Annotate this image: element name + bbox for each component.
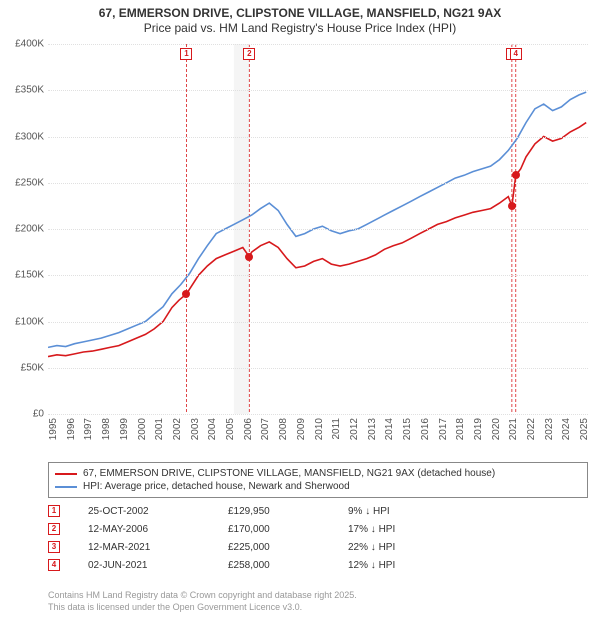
title-subtitle: Price paid vs. HM Land Registry's House … xyxy=(10,21,590,35)
legend-swatch-property xyxy=(55,473,77,475)
transaction-price: £225,000 xyxy=(228,542,348,553)
x-tick-label: 2005 xyxy=(225,418,236,440)
y-tick-label: £300K xyxy=(15,131,44,142)
gridline xyxy=(48,183,588,184)
marker-box-2: 2 xyxy=(243,48,255,60)
transaction-row: 2 12-MAY-2006£170,00017% ↓ HPI xyxy=(48,520,588,538)
y-tick-label: £350K xyxy=(15,85,44,96)
series-hpi xyxy=(48,92,586,347)
gridline xyxy=(48,229,588,230)
x-tick-label: 1995 xyxy=(48,418,59,440)
x-tick-label: 2010 xyxy=(314,418,325,440)
transaction-row: 4 02-JUN-2021£258,00012% ↓ HPI xyxy=(48,556,588,574)
x-tick-label: 2008 xyxy=(278,418,289,440)
transaction-marker: 3 xyxy=(48,541,60,553)
y-tick-label: £150K xyxy=(15,270,44,281)
x-tick-label: 2018 xyxy=(455,418,466,440)
transactions-table: 1 25-OCT-2002£129,9509% ↓ HPI 2 12-MAY-2006… xyxy=(48,502,588,574)
marker-box-4: 4 xyxy=(510,48,522,60)
x-axis: 1995 1996 1997 1998 1999 2000 2001 2002 2003 2004… xyxy=(48,414,588,464)
title-block: 67, EMMERSON DRIVE, CLIPSTONE VILLAGE, M… xyxy=(0,0,600,37)
legend: 67, EMMERSON DRIVE, CLIPSTONE VILLAGE, M… xyxy=(48,462,588,498)
transaction-price: £129,950 xyxy=(228,506,348,517)
y-tick-label: £100K xyxy=(15,316,44,327)
y-axis: £0£50K£100K£150K£200K£250K£300K£350K£400… xyxy=(0,44,48,414)
x-tick-label: 2001 xyxy=(154,418,165,440)
marker-dot-2 xyxy=(245,253,253,261)
marker-dot-3 xyxy=(508,202,516,210)
transaction-price: £170,000 xyxy=(228,524,348,535)
attribution: Contains HM Land Registry data © Crown c… xyxy=(48,590,357,613)
transaction-row: 3 12-MAR-2021£225,00022% ↓ HPI xyxy=(48,538,588,556)
x-tick-label: 2000 xyxy=(137,418,148,440)
y-tick-label: £400K xyxy=(15,39,44,50)
x-tick-label: 2009 xyxy=(296,418,307,440)
transaction-date: 02-JUN-2021 xyxy=(88,560,228,571)
x-tick-label: 2014 xyxy=(384,418,395,440)
y-tick-label: £0 xyxy=(33,409,44,420)
gridline xyxy=(48,322,588,323)
transaction-row: 1 25-OCT-2002£129,9509% ↓ HPI xyxy=(48,502,588,520)
x-tick-label: 2015 xyxy=(402,418,413,440)
attribution-line1: Contains HM Land Registry data © Crown c… xyxy=(48,590,357,602)
marker-dot-1 xyxy=(182,290,190,298)
x-tick-label: 2025 xyxy=(579,418,590,440)
legend-label-hpi: HPI: Average price, detached house, Newa… xyxy=(83,481,350,492)
marker-box-1: 1 xyxy=(180,48,192,60)
x-tick-label: 2006 xyxy=(243,418,254,440)
transaction-price: £258,000 xyxy=(228,560,348,571)
x-tick-label: 2003 xyxy=(190,418,201,440)
x-tick-label: 2017 xyxy=(438,418,449,440)
x-tick-label: 2016 xyxy=(420,418,431,440)
transaction-diff: 17% ↓ HPI xyxy=(348,524,588,535)
transaction-date: 12-MAY-2006 xyxy=(88,524,228,535)
title-address: 67, EMMERSON DRIVE, CLIPSTONE VILLAGE, M… xyxy=(10,6,590,20)
transaction-date: 25-OCT-2002 xyxy=(88,506,228,517)
gridline xyxy=(48,137,588,138)
x-tick-label: 2019 xyxy=(473,418,484,440)
x-tick-label: 1999 xyxy=(119,418,130,440)
x-tick-label: 2011 xyxy=(331,418,342,440)
gridline xyxy=(48,90,588,91)
x-tick-label: 2021 xyxy=(508,418,519,440)
x-tick-label: 1996 xyxy=(66,418,77,440)
transaction-diff: 9% ↓ HPI xyxy=(348,506,588,517)
gridline xyxy=(48,44,588,45)
gridline xyxy=(48,275,588,276)
x-tick-label: 2002 xyxy=(172,418,183,440)
x-tick-label: 2012 xyxy=(349,418,360,440)
x-tick-label: 2024 xyxy=(561,418,572,440)
transaction-date: 12-MAR-2021 xyxy=(88,542,228,553)
x-tick-label: 1997 xyxy=(83,418,94,440)
x-tick-label: 2013 xyxy=(367,418,378,440)
plot-area: 1234 xyxy=(48,44,588,414)
legend-row-property: 67, EMMERSON DRIVE, CLIPSTONE VILLAGE, M… xyxy=(55,467,581,480)
chart-container: 67, EMMERSON DRIVE, CLIPSTONE VILLAGE, M… xyxy=(0,0,600,620)
attribution-line2: This data is licensed under the Open Gov… xyxy=(48,602,357,614)
transaction-marker: 2 xyxy=(48,523,60,535)
x-tick-label: 2007 xyxy=(260,418,271,440)
transaction-diff: 22% ↓ HPI xyxy=(348,542,588,553)
x-tick-label: 1998 xyxy=(101,418,112,440)
y-tick-label: £50K xyxy=(21,362,44,373)
marker-dot-4 xyxy=(512,171,520,179)
y-tick-label: £200K xyxy=(15,224,44,235)
legend-row-hpi: HPI: Average price, detached house, Newa… xyxy=(55,480,581,493)
transaction-marker: 4 xyxy=(48,559,60,571)
legend-label-property: 67, EMMERSON DRIVE, CLIPSTONE VILLAGE, M… xyxy=(83,468,495,479)
x-tick-label: 2022 xyxy=(526,418,537,440)
x-tick-label: 2023 xyxy=(544,418,555,440)
transaction-marker: 1 xyxy=(48,505,60,517)
gridline xyxy=(48,368,588,369)
y-tick-label: £250K xyxy=(15,177,44,188)
transaction-diff: 12% ↓ HPI xyxy=(348,560,588,571)
x-tick-label: 2004 xyxy=(207,418,218,440)
legend-swatch-hpi xyxy=(55,486,77,488)
x-tick-label: 2020 xyxy=(491,418,502,440)
